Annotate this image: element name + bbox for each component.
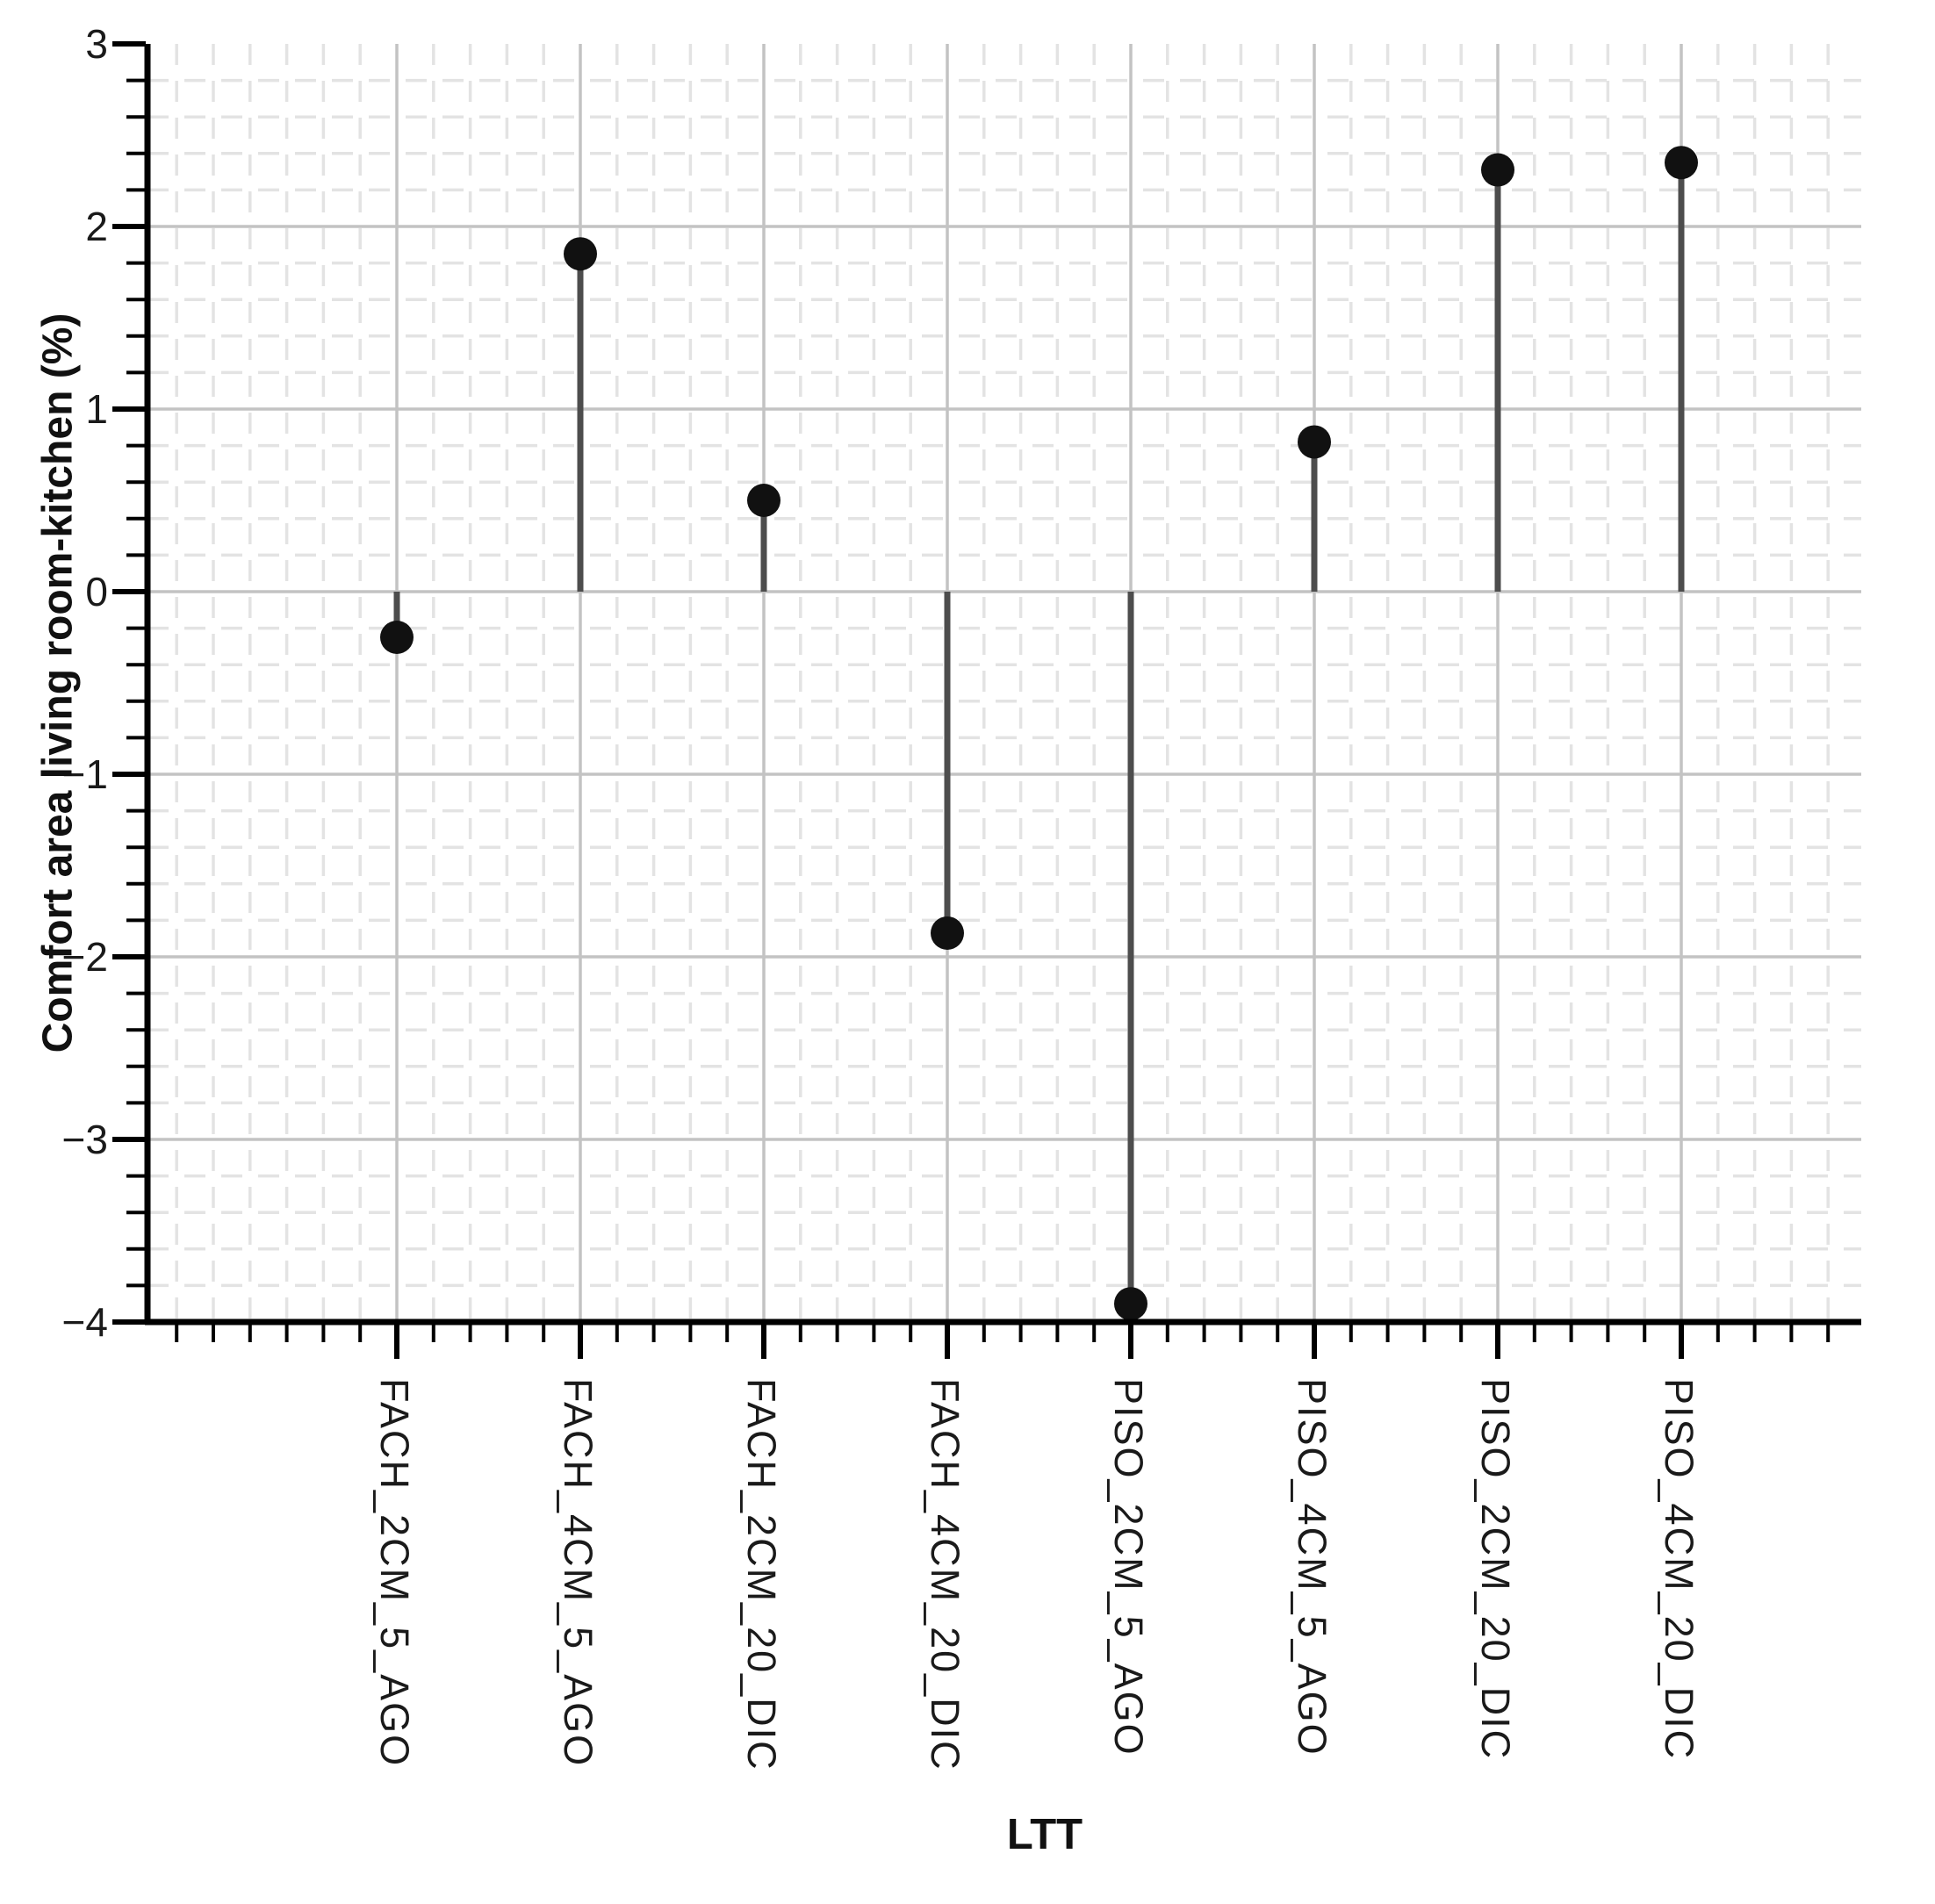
minor-gridlines (147, 44, 1861, 1322)
data-point-marker (747, 484, 780, 517)
x-tick-label: FACH_2CM_20_DIC (739, 1378, 784, 1771)
y-axis-title: Comfort area living room-kitchen (%) (34, 313, 82, 1053)
x-tick-label: FACH_2CM_5_AGO (372, 1378, 417, 1768)
y-tick-label: −3 (61, 1117, 108, 1162)
axis-spines (144, 44, 1861, 1326)
axis-ticks (112, 41, 1831, 1359)
data-point-marker (564, 237, 597, 271)
y-tick-label: 2 (85, 204, 108, 249)
stems (380, 146, 1698, 1321)
data-point-marker (1114, 1287, 1147, 1321)
y-tick-label: −1 (61, 751, 108, 797)
x-tick-label: PISO_4CM_5_AGO (1290, 1378, 1334, 1757)
data-point-marker (931, 916, 964, 950)
x-tick-label: FACH_4CM_20_DIC (923, 1378, 967, 1771)
y-tick-label: 3 (85, 21, 108, 67)
y-tick-label: 1 (85, 386, 108, 432)
x-axis-title: LTT (1006, 1811, 1083, 1858)
x-tick-label: PISO_2CM_5_AGO (1106, 1378, 1151, 1757)
data-point-marker (380, 621, 414, 654)
major-gridlines (147, 44, 1861, 1322)
x-tick-label: FACH_4CM_5_AGO (556, 1378, 601, 1768)
y-tick-label: −2 (61, 934, 108, 980)
y-tick-label: −4 (61, 1299, 108, 1345)
x-tick-label: PISO_2CM_20_DIC (1473, 1378, 1518, 1761)
data-point-marker (1665, 146, 1698, 180)
data-point-marker (1481, 153, 1514, 187)
x-tick-label: PISO_4CM_20_DIC (1657, 1378, 1701, 1761)
data-point-marker (1298, 425, 1331, 459)
y-tick-label: 0 (85, 569, 108, 614)
